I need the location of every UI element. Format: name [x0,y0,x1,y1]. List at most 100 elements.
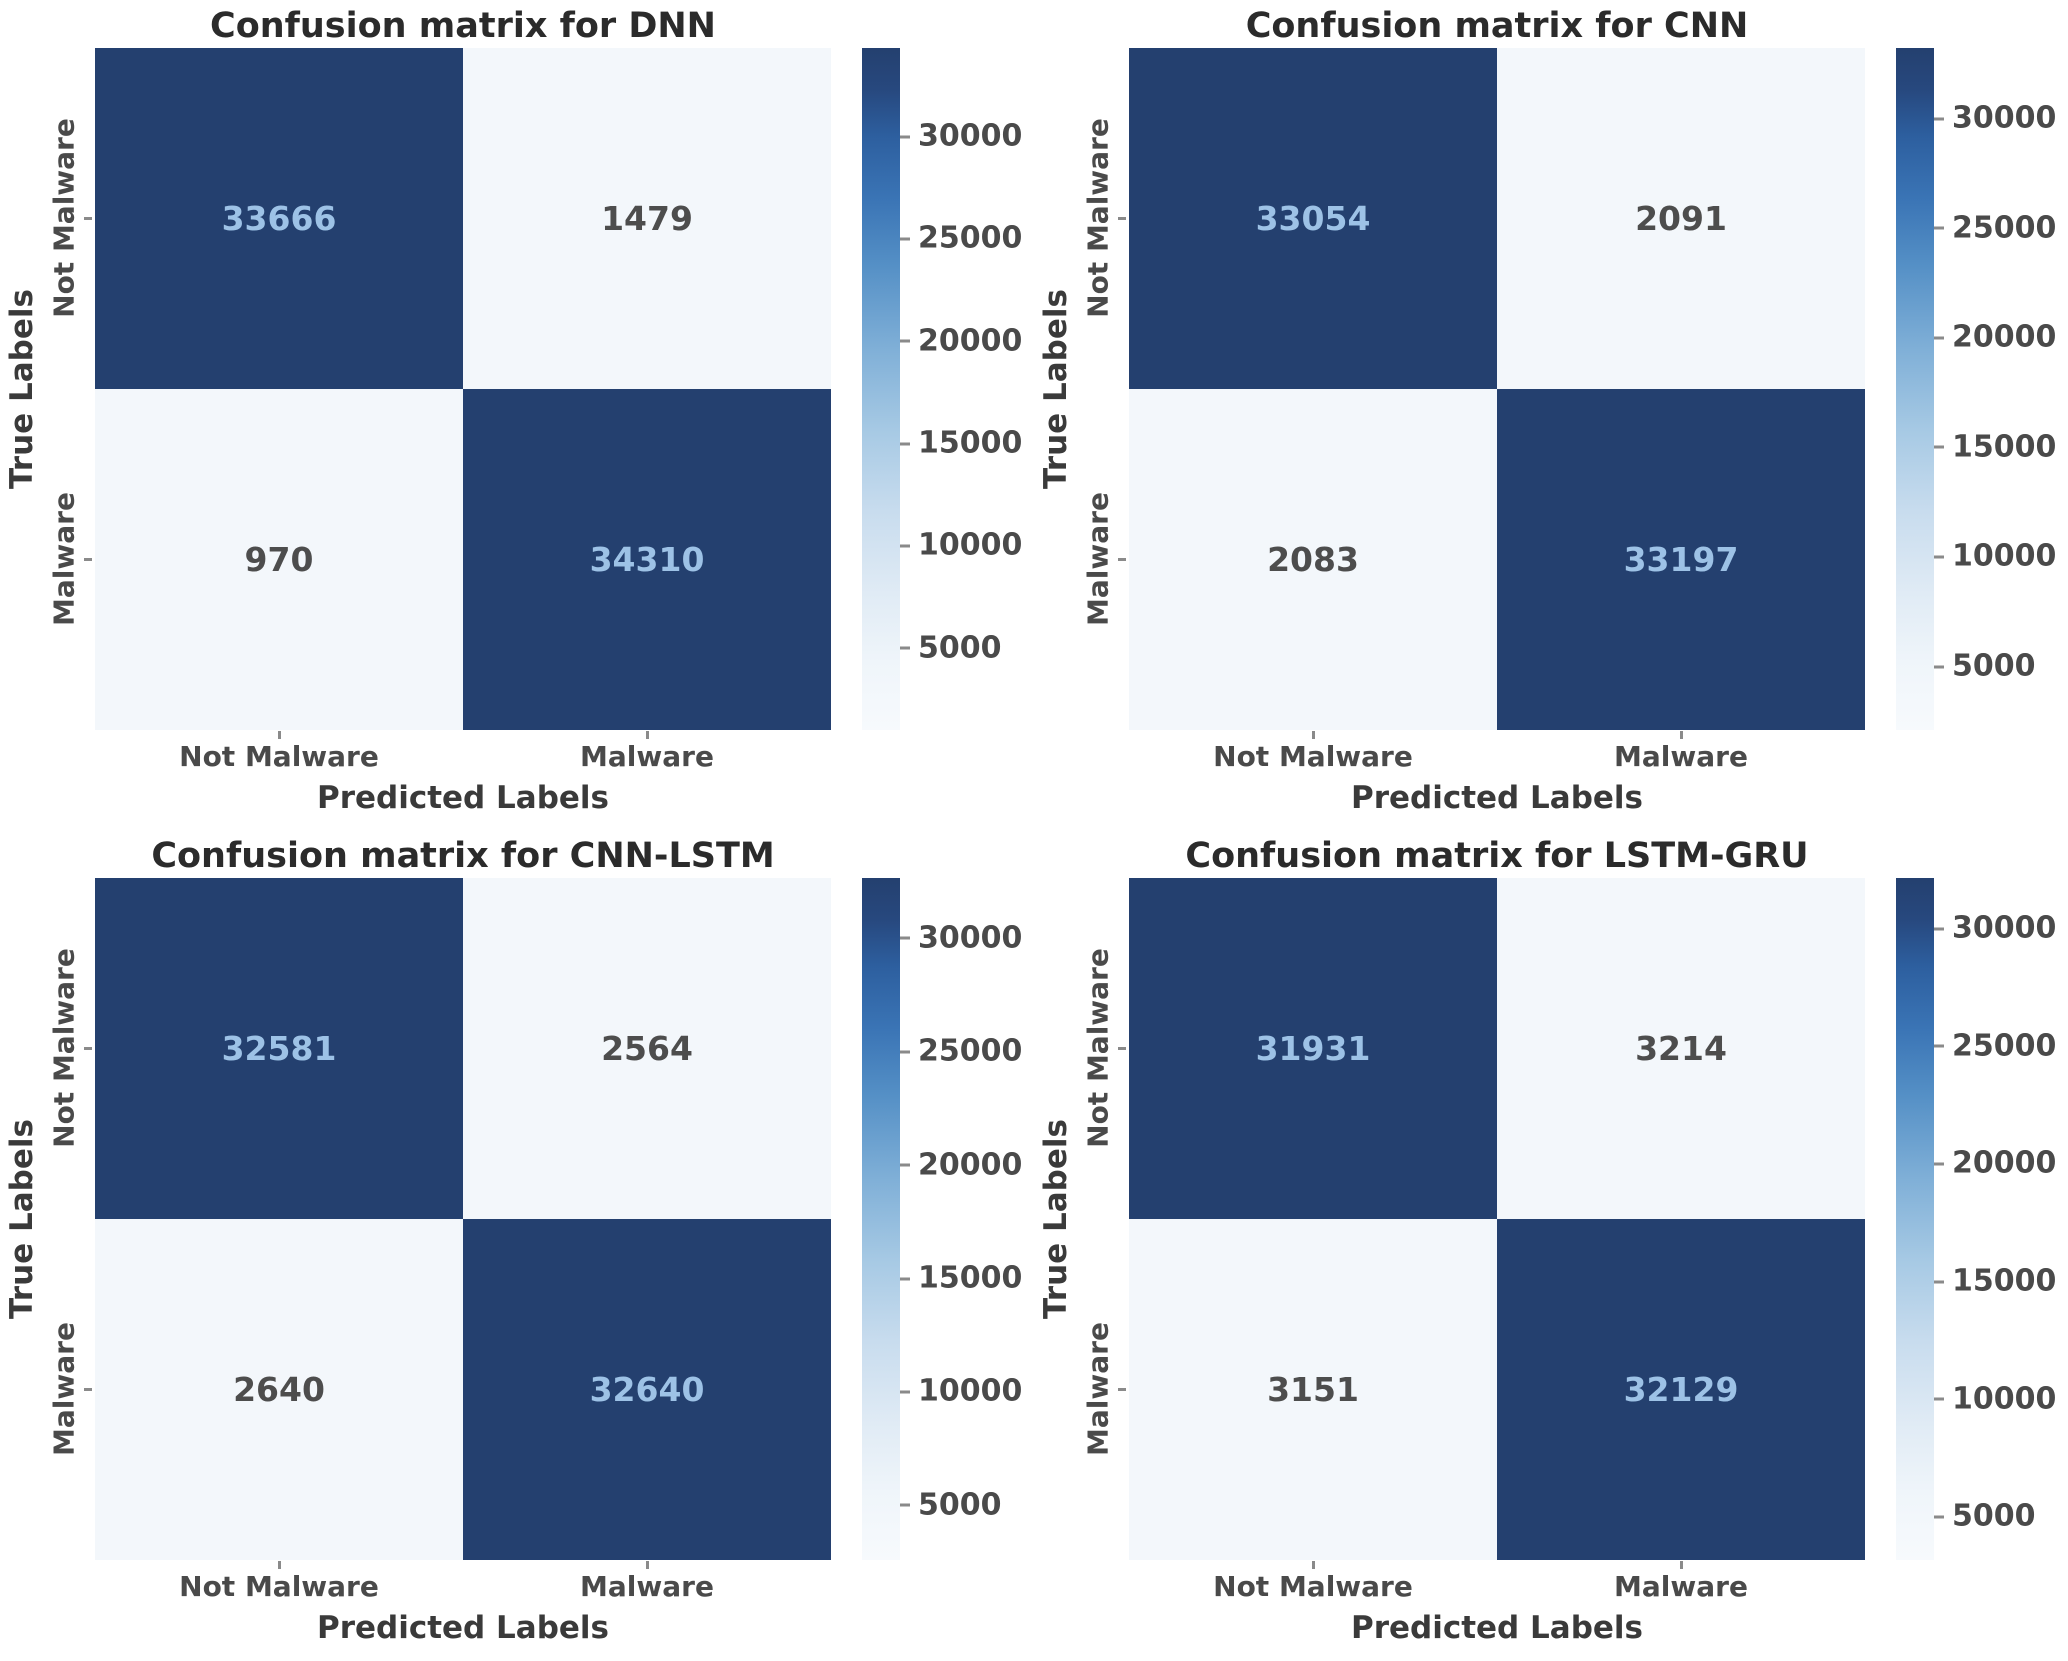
cell-value: 32581 [221,1029,337,1068]
x-tick-label-malware: Malware [580,740,714,773]
heatmap-cell-false-negative: 970 [95,389,463,730]
cell-value: 2564 [601,1029,693,1068]
heatmap-cell-true-negative: 32581 [95,878,463,1219]
x-tick-label-malware: Malware [580,1570,714,1603]
colorbar-tick-label: 15000 [1934,429,2056,464]
colorbar-tick-label: 5000 [900,1487,1002,1522]
cell-value: 3151 [1267,1370,1359,1409]
colorbar-tick-label: 5000 [900,630,1002,665]
heatmap-cell-false-negative: 2083 [1129,389,1497,730]
colorbar-ticks: 30000 25000 20000 15000 10000 5000 [900,878,1034,1560]
y-tick-label-malware: Malware [1081,1322,1115,1456]
heatmap-cell-false-positive: 3214 [1497,878,1865,1219]
cell-value: 32640 [589,1370,705,1409]
y-tick-mark [1118,1388,1126,1391]
x-tick-mark [1312,731,1315,739]
chart-title: Confusion matrix for LSTM-GRU [1185,836,1809,876]
heatmap-cell-true-positive: 32640 [463,1219,831,1560]
colorbar-tick-label: 30000 [900,119,1022,154]
x-tick-mark [1312,1561,1315,1569]
y-tick-mark [1118,1047,1126,1050]
heatmap-cell-true-positive: 34310 [463,389,831,730]
x-tick-label-not-malware: Not Malware [179,740,379,773]
colorbar-tick-label: 20000 [1934,320,2056,355]
colorbar-tick-label: 10000 [1934,1381,2056,1416]
colorbar-ticks: 30000 25000 20000 15000 10000 5000 [1934,48,2068,730]
chart-title: Confusion matrix for DNN [210,6,716,46]
cell-value: 1479 [601,199,693,238]
x-tick-label-not-malware: Not Malware [179,1570,379,1603]
x-tick-label-not-malware: Not Malware [1213,740,1413,773]
x-axis-label: Predicted Labels [1350,1610,1644,1646]
y-tick-label-not-malware: Not Malware [1081,118,1115,318]
y-tick-label-malware: Malware [47,1322,81,1456]
colorbar-ticks: 30000 25000 20000 15000 10000 5000 [900,48,1034,730]
colorbar-tick-label: 30000 [1934,911,2056,946]
colorbar [862,48,900,730]
cell-value: 2640 [233,1370,325,1409]
cell-value: 34310 [589,540,705,579]
heatmap-cell-true-positive: 32129 [1497,1219,1865,1560]
colorbar-tick-label: 20000 [900,1147,1022,1182]
x-tick-label-malware: Malware [1614,740,1748,773]
x-tick-mark [1680,731,1683,739]
colorbar-tick-label: 20000 [900,323,1022,358]
colorbar-tick-label: 25000 [1934,210,2056,245]
cell-value: 33054 [1255,199,1371,238]
x-tick-mark [646,731,649,739]
x-tick-mark [278,1561,281,1569]
y-tick-mark [1118,558,1126,561]
y-tick-mark [84,217,92,220]
cell-value: 31931 [1255,1029,1371,1068]
colorbar-tick-label: 10000 [900,1374,1022,1409]
heatmap-cell-true-negative: 31931 [1129,878,1497,1219]
colorbar-tick-label: 10000 [1934,539,2056,574]
y-tick-mark [1118,217,1126,220]
chart-title: Confusion matrix for CNN [1245,6,1749,46]
x-tick-mark [278,731,281,739]
y-axis-label: True Labels [4,289,40,489]
heatmap: 33666 1479 970 34310 [95,48,831,730]
colorbar [862,878,900,1560]
cell-value: 2083 [1267,540,1359,579]
x-tick-mark [646,1561,649,1569]
colorbar [1896,878,1934,1560]
y-axis-label: True Labels [1038,289,1074,489]
colorbar-tick-label: 25000 [1934,1028,2056,1063]
heatmap-cell-true-positive: 33197 [1497,389,1865,730]
confusion-matrix-panel-dnn: Confusion matrix for DNN True Labels Not… [0,0,1034,830]
colorbar-tick-label: 25000 [900,1034,1022,1069]
cell-value: 3214 [1635,1029,1727,1068]
x-tick-label-not-malware: Not Malware [1213,1570,1413,1603]
cell-value: 33666 [221,199,337,238]
colorbar-tick-label: 15000 [1934,1264,2056,1299]
colorbar-tick-label: 5000 [1934,649,2036,684]
chart-title: Confusion matrix for CNN-LSTM [151,836,775,876]
heatmap: 33054 2091 2083 33197 [1129,48,1865,730]
x-tick-mark [1680,1561,1683,1569]
colorbar-tick-label: 20000 [1934,1146,2056,1181]
colorbar-ticks: 30000 25000 20000 15000 10000 5000 [1934,878,2068,1560]
heatmap-cell-true-negative: 33054 [1129,48,1497,389]
confusion-matrix-panel-cnn: Confusion matrix for CNN True Labels Not… [1034,0,2068,830]
y-tick-mark [84,1388,92,1391]
y-tick-mark [84,558,92,561]
x-axis-label: Predicted Labels [1350,780,1644,816]
x-axis-label: Predicted Labels [316,780,610,816]
heatmap-cell-false-positive: 2564 [463,878,831,1219]
y-axis-label: True Labels [1038,1119,1074,1319]
colorbar-tick-label: 25000 [900,221,1022,256]
y-tick-label-not-malware: Not Malware [47,948,81,1148]
cell-value: 2091 [1635,199,1727,238]
heatmap-cell-false-negative: 3151 [1129,1219,1497,1560]
cell-value: 970 [244,540,314,579]
y-tick-label-not-malware: Not Malware [1081,948,1115,1148]
heatmap-cell-true-negative: 33666 [95,48,463,389]
y-tick-label-malware: Malware [47,492,81,626]
heatmap: 31931 3214 3151 32129 [1129,878,1865,1560]
x-axis-label: Predicted Labels [316,1610,610,1646]
heatmap: 32581 2564 2640 32640 [95,878,831,1560]
colorbar-tick-label: 15000 [900,426,1022,461]
y-axis-label: True Labels [4,1119,40,1319]
